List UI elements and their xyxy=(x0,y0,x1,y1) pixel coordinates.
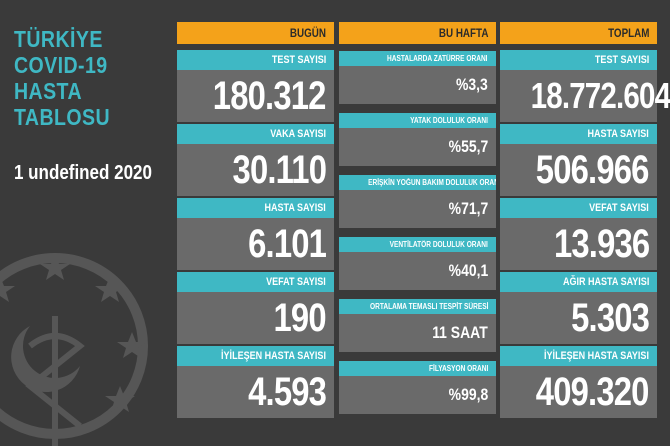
week-card-filiation: FİLYASYON ORANI %99,8 xyxy=(339,361,496,414)
page-title: TÜRKİYE COVID-19 HASTA TABLOSU xyxy=(14,26,110,130)
card-label: VAKA SAYISI xyxy=(270,128,326,140)
card-value: 18.772.604 xyxy=(530,75,670,116)
card-label: ORTALAMA TEMASLI TESPİT SÜRESİ xyxy=(369,302,488,311)
total-card-deaths: VEFAT SAYISI 13.936 xyxy=(500,198,657,270)
total-header: TOPLAM xyxy=(500,22,657,44)
week-card-pneumonia: HASTALARDA ZATÜRRE ORANI %3,3 xyxy=(339,51,496,104)
week-card-bed-occupancy: YATAK DOLULUK ORANI %55,7 xyxy=(339,113,496,166)
total-card-recovered: İYİLEŞEN HASTA SAYISI 409.320 xyxy=(500,346,657,418)
card-value: 11 SAAT xyxy=(432,323,488,342)
card-value: 6.101 xyxy=(248,222,327,266)
card-value: %3,3 xyxy=(456,75,488,94)
title-line: TÜRKİYE xyxy=(14,26,103,52)
week-header: BU HAFTA xyxy=(339,22,496,44)
total-card-severe: AĞIR HASTA SAYISI 5.303 xyxy=(500,272,657,344)
card-label: VENTİLATÖR DOLULUK ORANI xyxy=(389,240,488,249)
card-label: YATAK DOLULUK ORANI xyxy=(410,116,488,125)
total-column: TOPLAM TEST SAYISI 18.772.604 HASTA SAYI… xyxy=(500,22,670,418)
card-label: ERİŞKİN YOĞUN BAKIM DOLULUK ORANI xyxy=(368,178,496,187)
today-card-tests: TEST SAYISI 180.312 xyxy=(177,50,334,122)
card-value: 4.593 xyxy=(248,370,327,414)
today-column: BUGÜN TEST SAYISI 180.312 VAKA SAYISI 30… xyxy=(177,22,334,418)
week-column: BU HAFTA HASTALARDA ZATÜRRE ORANI %3,3 Y… xyxy=(339,22,496,414)
title-line: TABLOSU xyxy=(14,104,111,130)
today-card-recovered: İYİLEŞEN HASTA SAYISI 4.593 xyxy=(177,346,334,418)
card-value: 190 xyxy=(273,296,327,340)
card-label: HASTA SAYISI xyxy=(587,128,649,140)
title-line: HASTA xyxy=(14,78,83,104)
card-value: %71,7 xyxy=(448,199,488,218)
total-card-patients: HASTA SAYISI 506.966 xyxy=(500,124,657,196)
card-label: FİLYASYON ORANI xyxy=(428,364,488,373)
week-card-ventilator: VENTİLATÖR DOLULUK ORANI %40,1 xyxy=(339,237,496,290)
report-date: 1 undefined 2020 xyxy=(14,162,152,184)
card-label: AĞIR HASTA SAYISI xyxy=(562,276,649,288)
title-line: COVID-19 xyxy=(14,52,108,78)
card-value: 5.303 xyxy=(571,296,650,340)
card-value: 30.110 xyxy=(232,148,326,192)
card-value: 180.312 xyxy=(213,74,327,118)
card-value: %40,1 xyxy=(448,261,488,280)
card-label: TEST SAYISI xyxy=(271,54,326,66)
today-card-deaths: VEFAT SAYISI 190 xyxy=(177,272,334,344)
card-label: HASTA SAYISI xyxy=(264,202,326,214)
week-card-icu-occupancy: ERİŞKİN YOĞUN BAKIM DOLULUK ORANI %71,7 xyxy=(339,175,496,228)
card-label: HASTALARDA ZATÜRRE ORANI xyxy=(387,54,488,63)
caduceus-crescent-stars-icon xyxy=(0,253,148,446)
today-card-cases: VAKA SAYISI 30.110 xyxy=(177,124,334,196)
card-value: %99,8 xyxy=(448,385,488,404)
card-value: 13.936 xyxy=(553,222,650,266)
card-value: %55,7 xyxy=(448,137,488,156)
total-card-tests: TEST SAYISI 18.772.604 xyxy=(500,50,670,122)
card-label: VEFAT SAYISI xyxy=(589,202,649,214)
card-label: İYİLEŞEN HASTA SAYISI xyxy=(544,350,649,362)
card-label: VEFAT SAYISI xyxy=(266,276,326,288)
card-label: İYİLEŞEN HASTA SAYISI xyxy=(221,350,326,362)
week-card-contact-time: ORTALAMA TEMASLI TESPİT SÜRESİ 11 SAAT xyxy=(339,299,496,352)
card-label: TEST SAYISI xyxy=(594,54,649,66)
card-value: 409.320 xyxy=(536,370,650,414)
today-card-patients: HASTA SAYISI 6.101 xyxy=(177,198,334,270)
today-header: BUGÜN xyxy=(177,22,334,44)
card-value: 506.966 xyxy=(536,148,650,192)
